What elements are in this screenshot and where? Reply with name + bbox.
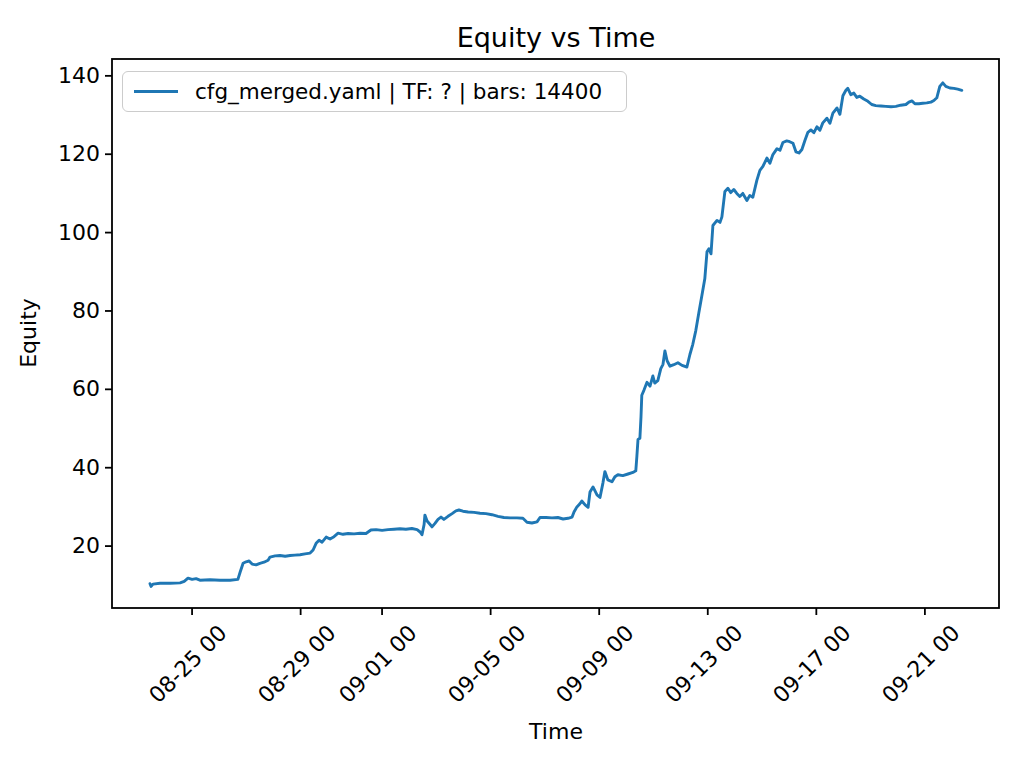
x-axis-label: Time <box>529 719 583 744</box>
y-tick-label: 140 <box>20 63 100 89</box>
y-tick-label: 20 <box>20 533 100 559</box>
figure: Equity vs Time Equity Time cfg_merged.ya… <box>0 0 1024 768</box>
axis-ticks <box>105 76 925 615</box>
legend-label: cfg_merged.yaml | TF: ? | bars: 14400 <box>195 79 602 104</box>
chart-title: Equity vs Time <box>457 22 656 53</box>
legend-line-sample-icon <box>134 90 178 93</box>
y-tick-label: 100 <box>20 220 100 246</box>
y-tick-label: 80 <box>20 298 100 324</box>
y-tick-label: 40 <box>20 455 100 481</box>
axis-frame <box>112 59 999 608</box>
equity-line-series <box>150 83 962 587</box>
y-tick-label: 120 <box>20 141 100 167</box>
y-tick-label: 60 <box>20 376 100 402</box>
legend: cfg_merged.yaml | TF: ? | bars: 14400 <box>122 71 627 112</box>
